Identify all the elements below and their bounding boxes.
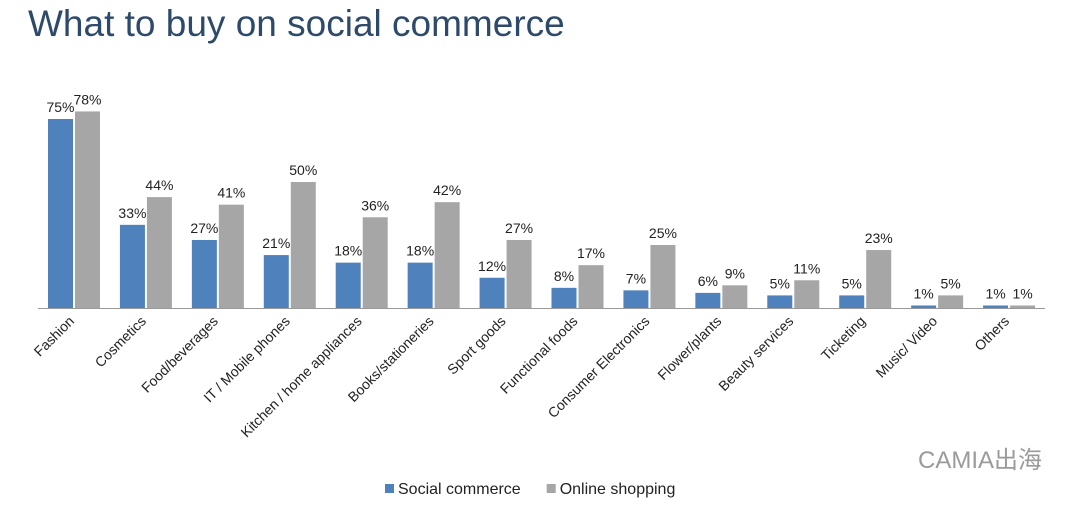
bar [434,202,460,308]
bar [767,295,793,308]
bar [1010,305,1036,308]
data-label: 27% [505,220,533,236]
x-tick-label: Music/ Video [872,313,940,381]
data-label: 18% [334,243,362,259]
bar [551,287,577,308]
data-label: 11% [793,260,820,276]
bar [48,119,73,308]
data-label: 8% [554,268,574,284]
bar [911,305,937,308]
bar [866,250,892,308]
bar [983,305,1009,308]
data-label: 33% [118,205,146,221]
bar [623,290,649,308]
legend-label: Online shopping [560,481,676,498]
chart-title: What to buy on social commerce [28,3,565,44]
data-label: 1% [914,285,934,301]
bar [479,277,505,308]
data-label: 36% [361,197,389,213]
bar [263,255,289,308]
x-tick-label: Kitchen / home appliances [237,313,364,440]
data-label: 5% [941,275,961,291]
data-label: 12% [478,258,506,274]
data-label: 27% [190,220,218,236]
x-tick-label: Food/beverages [138,313,221,396]
data-label: 21% [262,235,290,251]
data-label: 78% [73,91,101,107]
bar [119,224,145,308]
bar [218,204,244,308]
data-label: 1% [985,285,1005,301]
bar [839,295,865,308]
data-label: 41% [217,185,245,201]
x-tick-label: Fashion [31,313,78,360]
data-label: 5% [770,275,790,291]
bar [290,182,316,308]
legend-swatch [546,484,556,493]
watermark: CAMIA出海 [918,447,1042,474]
bar [650,245,676,308]
data-label: 18% [406,243,434,259]
data-label: 75% [46,99,74,115]
bar [794,280,820,308]
data-label: 44% [145,177,173,193]
data-label: 6% [698,273,718,289]
legend-label: Social commerce [398,481,521,498]
data-label: 1% [1012,285,1032,301]
data-label: 7% [626,270,646,286]
bar [75,111,100,308]
bar [362,217,388,308]
bar [407,262,433,308]
bar [695,292,721,308]
data-label: 23% [865,230,893,246]
bar [506,239,532,308]
x-tick-label: Flower/plants [654,313,724,383]
data-label: 25% [649,225,677,241]
x-tick-label: Others [971,313,1012,354]
data-label: 50% [289,162,317,178]
x-tick-label: Ticketing [818,313,869,364]
bar [191,239,217,308]
data-label: 17% [577,245,605,261]
bar [578,265,604,308]
data-label: 42% [433,182,461,198]
data-label: 9% [725,265,745,281]
x-tick-label: Sport goods [444,313,509,378]
x-tick-label: Cosmetics [92,313,150,371]
bar [335,262,361,308]
bar [938,295,964,308]
bar [146,197,172,308]
data-label: 5% [842,275,862,291]
bar [722,285,748,308]
x-tick-label: Beauty services [715,313,796,394]
legend-swatch [385,484,394,493]
x-tick-label: Functional foods [497,313,581,397]
